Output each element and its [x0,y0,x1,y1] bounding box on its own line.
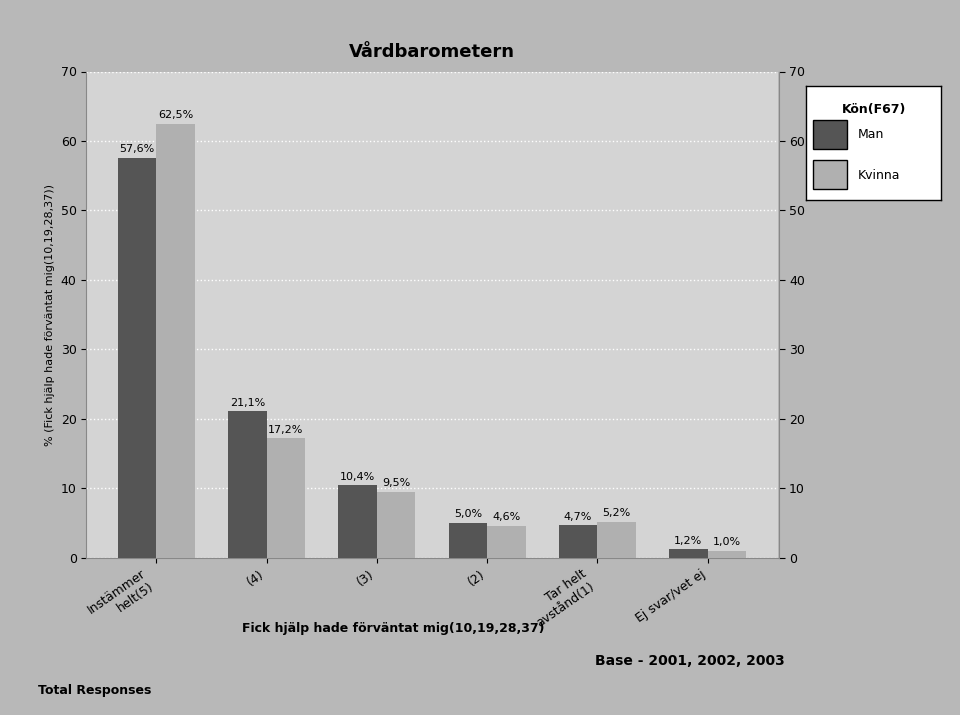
FancyBboxPatch shape [813,120,847,149]
Bar [708,551,746,558]
Text: 10,4%: 10,4% [340,472,375,482]
Text: 17,2%: 17,2% [268,425,303,435]
Text: Kön(F67): Kön(F67) [841,103,906,116]
Bar [448,523,487,558]
Text: Base - 2001, 2002, 2003: Base - 2001, 2002, 2003 [595,654,785,668]
FancyBboxPatch shape [813,160,847,189]
Text: Total Responses: Total Responses [38,684,152,696]
Bar [156,124,195,558]
Text: Fick hjälp hade förväntat mig(10,19,28,37): Fick hjälp hade förväntat mig(10,19,28,3… [242,622,545,635]
Bar [597,521,636,558]
Text: 21,1%: 21,1% [229,398,265,408]
Text: 5,2%: 5,2% [603,508,631,518]
Text: 4,6%: 4,6% [492,512,520,522]
Text: Kvinna: Kvinna [857,169,900,182]
Text: 9,5%: 9,5% [382,478,410,488]
Bar [669,549,708,558]
Text: Vårdbarometern: Vårdbarometern [349,43,515,61]
Bar [487,526,526,558]
Bar [377,492,416,558]
Text: 1,0%: 1,0% [713,537,741,547]
Text: 1,2%: 1,2% [674,536,703,546]
Bar [559,525,597,558]
Bar [338,485,377,558]
Text: Man: Man [857,129,884,142]
Bar [228,411,267,558]
Text: 62,5%: 62,5% [158,110,193,120]
Bar [267,438,305,558]
Text: 57,6%: 57,6% [119,144,155,154]
Bar [118,157,156,558]
Y-axis label: % (Fick hjälp hade förväntat mig(10,19,28,37)): % (Fick hjälp hade förväntat mig(10,19,2… [45,184,55,445]
Text: 5,0%: 5,0% [454,510,482,520]
Text: 4,7%: 4,7% [564,511,592,521]
